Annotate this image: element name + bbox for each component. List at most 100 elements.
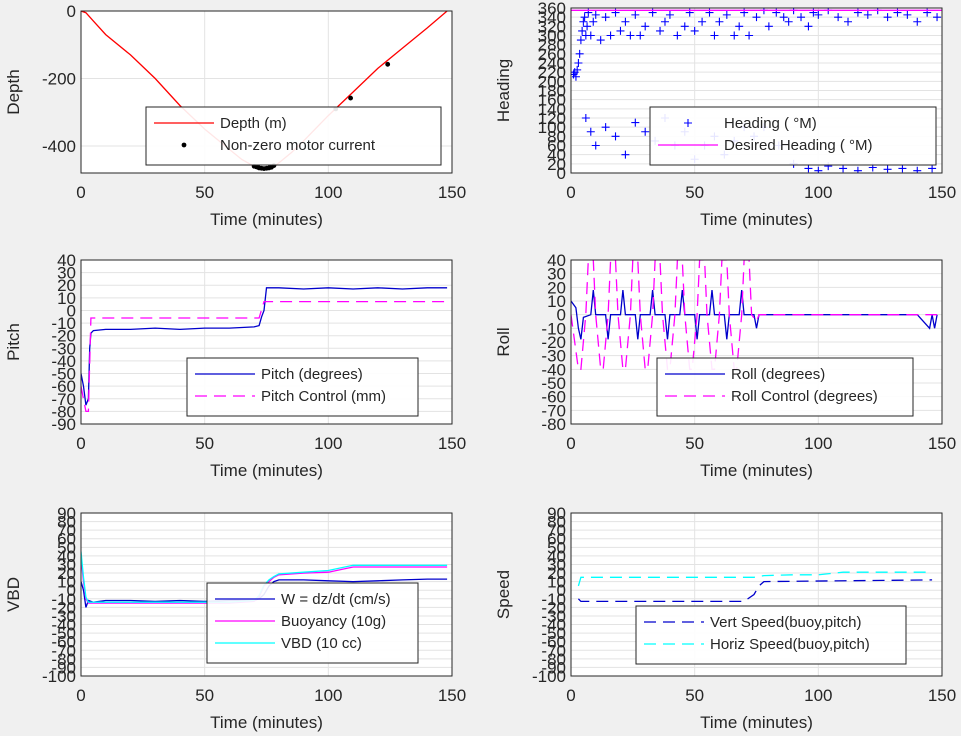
pitch-y-tick-label: 10 <box>57 289 76 308</box>
heading-series-0-marker <box>735 22 744 31</box>
heading-series-0-marker <box>752 13 761 22</box>
heading-series-0-marker <box>814 10 823 19</box>
heading-series-0-marker <box>626 31 635 40</box>
pitch-y-tick-label: -60 <box>51 377 76 396</box>
vbd-legend-box <box>206 582 419 664</box>
vbd-y-tick-label: -80 <box>51 650 76 669</box>
vbd-x-tick-label: 0 <box>76 686 85 705</box>
heading-y-tick-label: 220 <box>538 63 566 82</box>
roll-y-tick-label: -50 <box>541 374 566 393</box>
heading-series-0-marker <box>730 31 739 40</box>
heading-x-tick-label: 100 <box>804 183 832 202</box>
roll-y-tick-label: 0 <box>557 306 566 325</box>
pitch-y-axis-label: Pitch <box>4 323 23 361</box>
speed-y-tick-label: -40 <box>541 616 566 635</box>
depth-legend-label-1: Non-zero motor current <box>220 137 376 154</box>
pitch-y-tick-label: -70 <box>51 390 76 409</box>
speed-y-tick-label: 0 <box>557 581 566 600</box>
vbd-legend-label-2: VBD (10 cc) <box>281 635 362 652</box>
speed-y-tick-label: -100 <box>532 667 566 686</box>
heading-y-tick-label: 80 <box>547 127 566 146</box>
speed-y-tick-label: -70 <box>541 641 566 660</box>
depth-y-axis-label: Depth <box>4 69 23 114</box>
heading-legend-label-1: Desired Heading ( °M) <box>724 137 873 154</box>
heading-y-tick-label: 60 <box>547 137 566 156</box>
vbd-y-tick-label: -100 <box>42 667 76 686</box>
heading-series-0-marker <box>660 17 669 26</box>
roll-y-tick-label: -70 <box>541 401 566 420</box>
depth-axes-box <box>80 10 453 174</box>
pitch-y-tick-label: -90 <box>51 415 76 434</box>
heading-series-0-marker <box>784 17 793 26</box>
vbd-legend: W = dz/dt (cm/s) Buoyancy (10g) VBD (10 cc… <box>206 582 419 664</box>
vbd-y-tick-label: -60 <box>51 633 76 652</box>
heading-series-0-marker <box>933 13 942 22</box>
heading-series-0-marker <box>631 10 640 19</box>
roll-y-tick-label: -40 <box>541 360 566 379</box>
heading-series-0-marker <box>853 166 862 173</box>
heading-series-0-marker <box>636 31 645 40</box>
roll-legend-label-0: Roll (degrees) <box>731 366 825 383</box>
roll-legend-label-1: Roll Control (degrees) <box>731 388 878 405</box>
heading-series-0-marker <box>690 26 699 35</box>
speed-y-tick-label: -20 <box>541 598 566 617</box>
speed-x-tick-label: 150 <box>928 686 956 705</box>
pitch-legend-box <box>186 357 419 417</box>
speed-y-tick-label: 90 <box>547 504 566 523</box>
heading-series-0-marker <box>586 31 595 40</box>
heading-series-0-marker <box>596 36 605 45</box>
heading-series-0-marker <box>601 13 610 22</box>
speed-y-tick-label: -10 <box>541 590 566 609</box>
speed-x-tick-label: 0 <box>566 686 575 705</box>
pitch-y-tick-label: 30 <box>57 264 76 283</box>
heading-series-0-marker <box>715 17 724 26</box>
pitch-series-0-line <box>81 287 448 406</box>
heading-series-0-marker <box>764 22 773 31</box>
heading-legend-box <box>649 106 937 166</box>
vbd-y-tick-label: -20 <box>51 598 76 617</box>
heading-series-0-marker <box>839 164 848 173</box>
heading-series-0-marker <box>611 132 620 141</box>
heading-y-tick-label: 180 <box>538 82 566 101</box>
roll-x-tick-label: 50 <box>685 434 704 453</box>
depth-y-tick-label: -400 <box>42 137 76 156</box>
vbd-y-tick-label: 40 <box>57 547 76 566</box>
heading-series-0-marker <box>621 150 630 159</box>
roll-y-axis-label: Roll <box>494 327 513 356</box>
speed-legend-box <box>635 605 907 665</box>
speed-axes-box <box>570 512 943 677</box>
depth-x-axis-label: Time (minutes) <box>210 210 323 229</box>
heading-chart: 0 50 100 1500204060801001201401601802002202… <box>494 0 956 229</box>
vbd-y-tick-label: -40 <box>51 616 76 635</box>
heading-y-tick-label: 140 <box>538 100 566 119</box>
heading-y-tick-label: 120 <box>538 109 566 128</box>
heading-y-tick-label: 20 <box>547 155 566 174</box>
speed-y-tick-label: 50 <box>547 538 566 557</box>
pitch-y-tick-label: -30 <box>51 339 76 358</box>
speed-y-tick-label: 80 <box>547 513 566 532</box>
heading-series-0-marker <box>621 17 630 26</box>
vbd-y-tick-label: 60 <box>57 530 76 549</box>
pitch-y-tick-label: 40 <box>57 251 76 270</box>
roll-series-group <box>571 260 938 370</box>
heading-series-0-marker <box>804 22 813 31</box>
speed-y-tick-label: -90 <box>541 658 566 677</box>
heading-y-tick-label: 360 <box>538 0 566 18</box>
vbd-x-tick-label: 150 <box>438 686 466 705</box>
heading-series-0-marker <box>903 10 912 19</box>
roll-y-tick-label: -20 <box>541 333 566 352</box>
pitch-y-tick-label: -80 <box>51 402 76 421</box>
vbd-y-tick-label: -50 <box>51 624 76 643</box>
vbd-legend-label-1: Buoyancy (10g) <box>281 613 386 630</box>
speed-y-tick-label: 40 <box>547 547 566 566</box>
vbd-y-tick-label: 80 <box>57 513 76 532</box>
speed-chart: 0 50 100 1509080706050403020100-10-20-30-40… <box>494 504 956 732</box>
heading-x-tick-label: 50 <box>685 183 704 202</box>
heading-series-0-marker <box>591 141 600 150</box>
pitch-x-axis-label: Time (minutes) <box>210 461 323 480</box>
roll-axes-box <box>570 259 943 425</box>
pitch-y-tick-label: -40 <box>51 352 76 371</box>
speed-y-tick-label: -80 <box>541 650 566 669</box>
depth-legend-swatch-1 <box>181 142 187 148</box>
heading-series-0-marker <box>574 59 583 67</box>
